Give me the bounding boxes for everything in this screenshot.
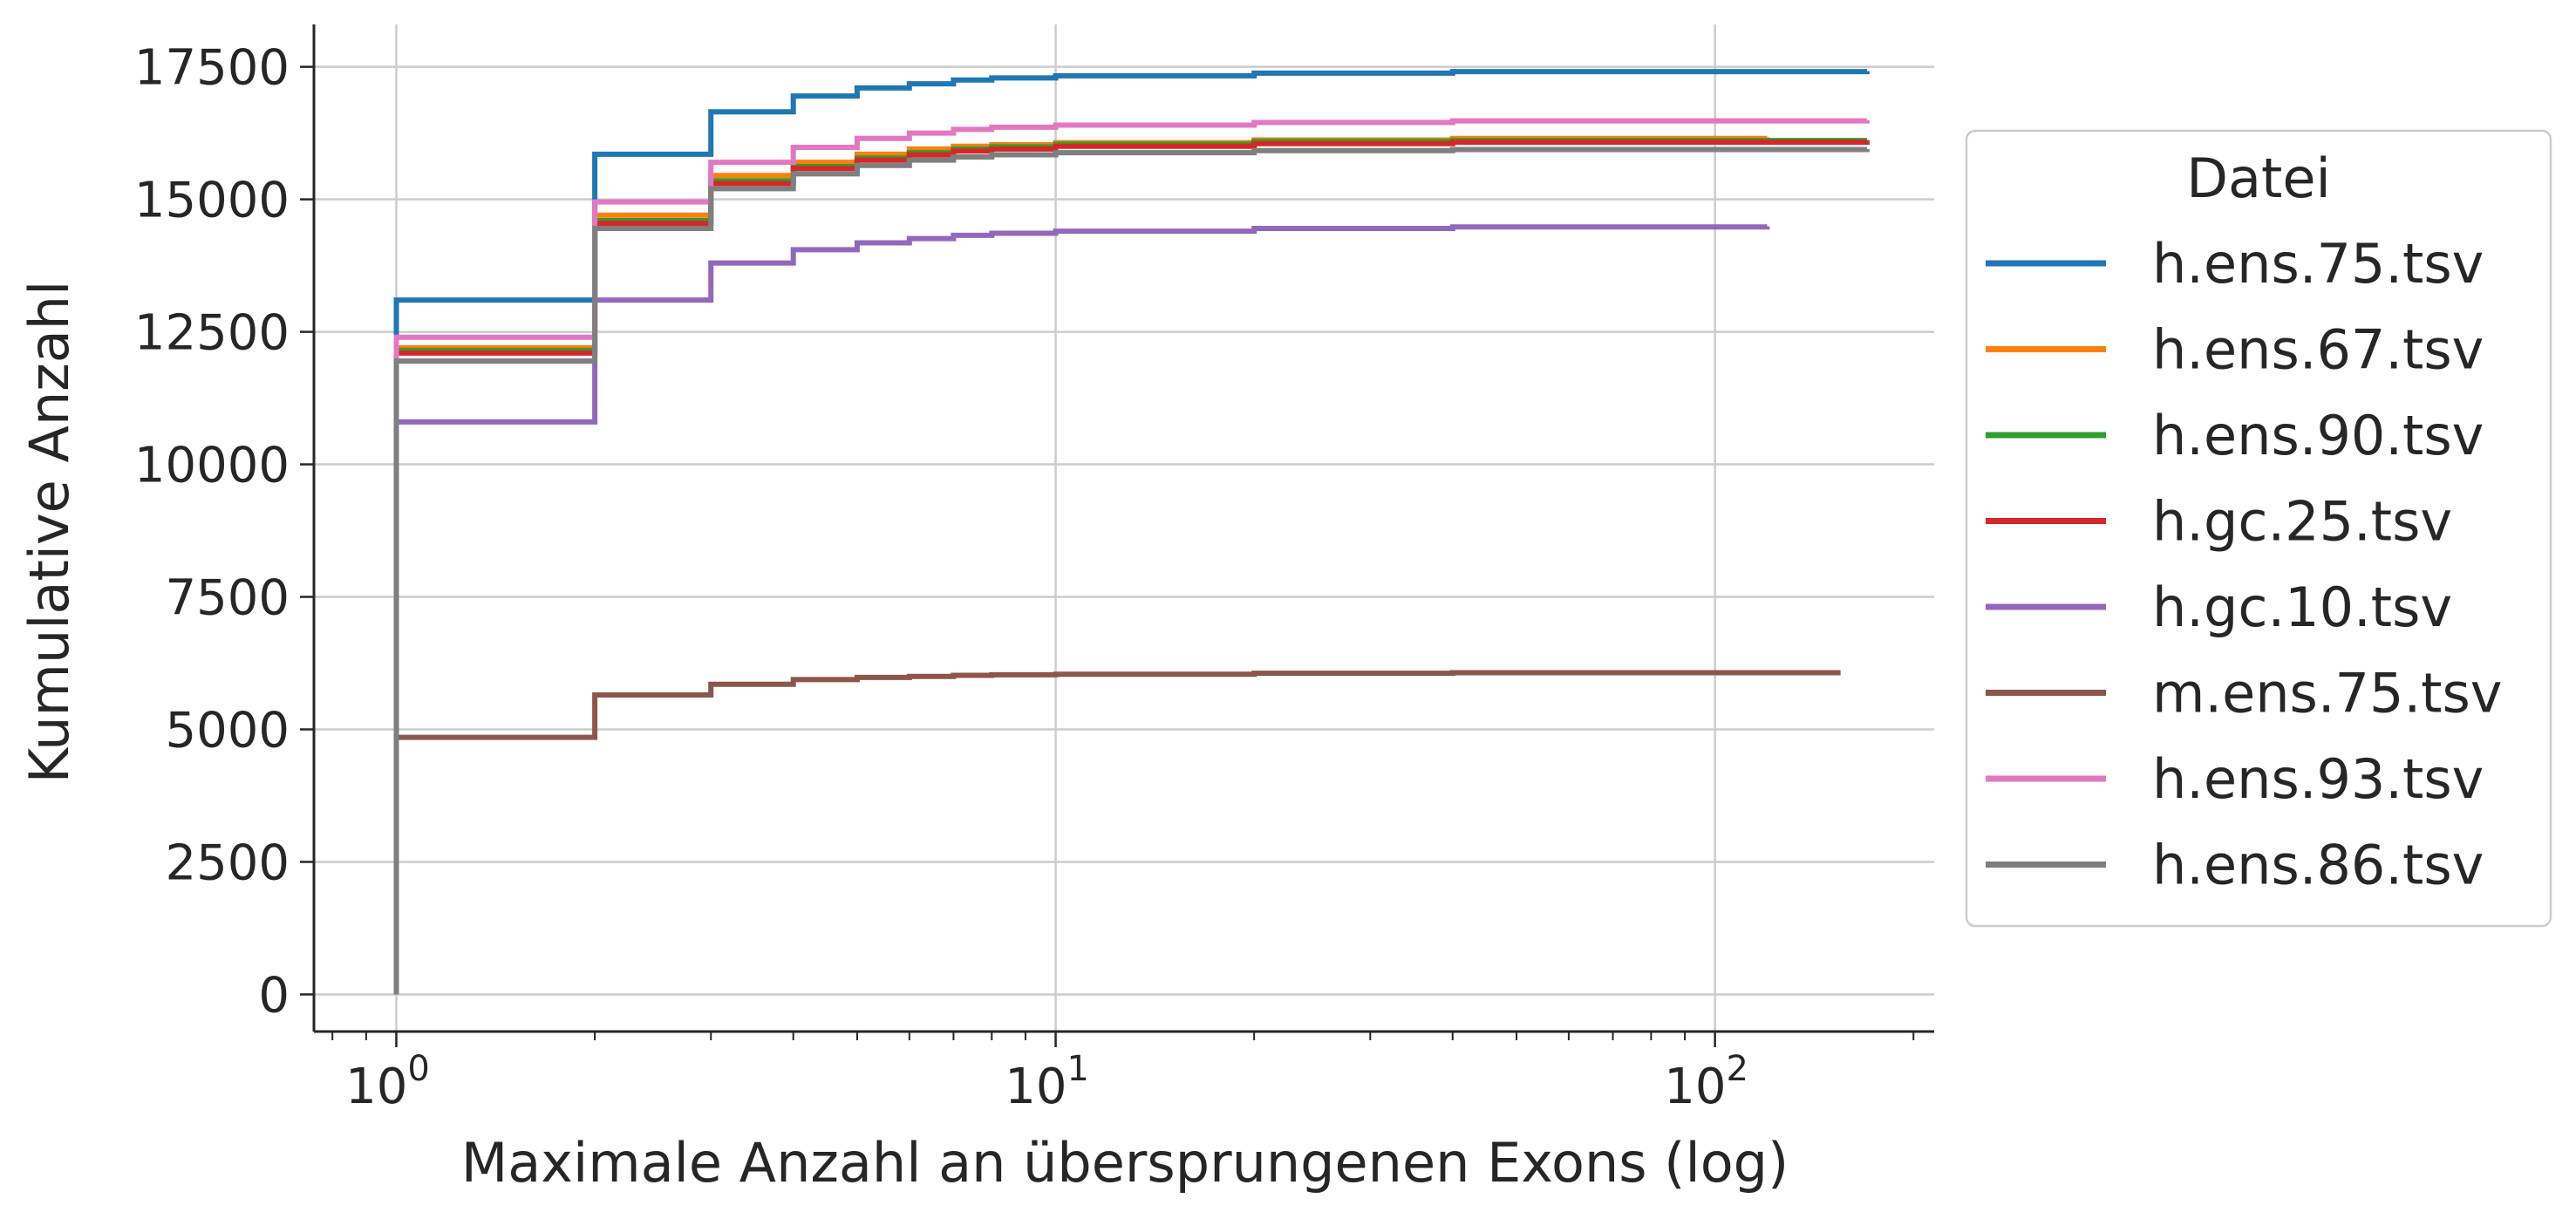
y-tick-label: 7500 [165, 570, 290, 627]
legend-label: h.ens.90.tsv [2152, 404, 2484, 467]
y-tick-label: 10000 [134, 438, 290, 494]
y-tick-label: 17500 [134, 40, 290, 97]
series-line-h.ens.75.tsv [393, 69, 1870, 995]
legend-label: h.gc.25.tsv [2152, 490, 2452, 554]
legend-label: h.ens.75.tsv [2152, 232, 2484, 296]
x-tick-label-exponent: 1 [1067, 1049, 1088, 1089]
x-tick-label: 101 [1005, 1049, 1089, 1115]
x-tick-label-exponent: 0 [407, 1049, 429, 1089]
x-tick-label-base: 10 [1005, 1059, 1067, 1115]
legend-label: m.ens.75.tsv [2152, 662, 2502, 725]
series-line-h.ens.93.tsv [393, 118, 1870, 995]
x-tick-label-base: 10 [1664, 1059, 1726, 1115]
y-axis-title: Kumulative Anzahl [17, 281, 81, 784]
series-line-h.gc.25.tsv [393, 140, 1870, 995]
y-tick-label: 12500 [134, 305, 290, 362]
x-axis-title: Maximale Anzahl an übersprungenen Exons … [461, 1131, 1789, 1195]
x-tick-label-base: 10 [345, 1059, 407, 1115]
legend-label: h.ens.93.tsv [2152, 747, 2484, 811]
legend-label: h.ens.86.tsv [2152, 834, 2484, 897]
y-tick-label: 2500 [165, 834, 290, 891]
legend-label: h.gc.10.tsv [2152, 575, 2452, 639]
legend-title: Datei [2186, 146, 2330, 210]
x-tick-label: 102 [1664, 1049, 1748, 1115]
series-line-m.ens.75.tsv [393, 670, 1841, 995]
x-tick-label: 100 [345, 1049, 430, 1115]
axes [300, 24, 1934, 1047]
legend: Datei h.ens.75.tsv h.ens.67.tsv h.ens.90.t… [1965, 129, 2552, 928]
legend-entries: h.ens.75.tsv h.ens.67.tsv h.ens.90.tsv h.gc… [1986, 232, 2502, 897]
series-line-h.gc.10.tsv [393, 224, 1770, 995]
series-line-h.ens.90.tsv [393, 138, 1870, 995]
y-tick-label: 0 [258, 967, 290, 1024]
y-tick-label: 15000 [134, 173, 290, 229]
legend-frame [1965, 129, 2552, 928]
series-lines [393, 69, 1870, 995]
grid-lines [314, 24, 1934, 1032]
y-tick-label: 5000 [165, 703, 290, 759]
series-line-h.ens.67.tsv [393, 135, 1770, 995]
legend-label: h.ens.67.tsv [2152, 318, 2484, 382]
series-line-h.ens.86.tsv [393, 146, 1870, 995]
x-tick-label-exponent: 2 [1727, 1049, 1748, 1089]
